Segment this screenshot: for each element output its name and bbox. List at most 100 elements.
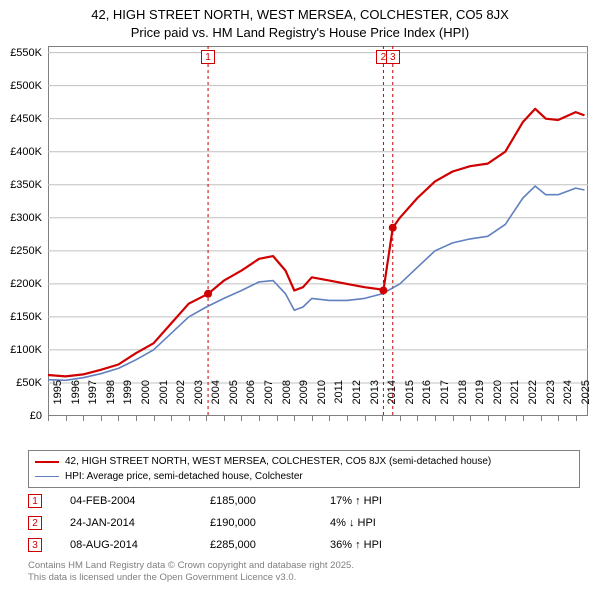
- x-tick-label: 2003: [193, 380, 205, 420]
- x-tick-label: 2025: [580, 380, 592, 420]
- x-tick: [382, 416, 383, 421]
- x-tick: [470, 416, 471, 421]
- x-tick: [48, 416, 49, 421]
- legend: 42, HIGH STREET NORTH, WEST MERSEA, COLC…: [28, 450, 580, 488]
- event-marker: 1: [201, 50, 215, 64]
- x-tick: [171, 416, 172, 421]
- x-tick-label: 2020: [492, 380, 504, 420]
- x-tick: [400, 416, 401, 421]
- sales-table: 1 04-FEB-2004£185,00017% ↑ HPI 2 24-JAN-201…: [28, 490, 450, 556]
- sales-index: 1: [28, 494, 42, 508]
- series-hpi: [48, 186, 585, 380]
- sales-delta: 4% ↓ HPI: [330, 517, 450, 529]
- y-tick-label: £500K: [0, 80, 42, 92]
- title-subtitle: Price paid vs. HM Land Registry's House …: [0, 24, 600, 42]
- attribution-line1: Contains HM Land Registry data © Crown c…: [28, 560, 354, 572]
- x-tick-label: 1998: [105, 380, 117, 420]
- x-tick-label: 2015: [404, 380, 416, 420]
- x-tick: [488, 416, 489, 421]
- y-tick-label: £150K: [0, 311, 42, 323]
- x-tick: [347, 416, 348, 421]
- x-tick-label: 2022: [527, 380, 539, 420]
- x-tick-label: 2021: [509, 380, 521, 420]
- x-tick: [224, 416, 225, 421]
- legend-row-hpi: HPI: Average price, semi-detached house,…: [35, 469, 573, 484]
- x-tick: [136, 416, 137, 421]
- x-tick-label: 1996: [70, 380, 82, 420]
- y-tick-label: £550K: [0, 47, 42, 59]
- x-tick: [523, 416, 524, 421]
- legend-row-property: 42, HIGH STREET NORTH, WEST MERSEA, COLC…: [35, 454, 573, 469]
- sales-row: 308-AUG-2014£285,00036% ↑ HPI: [28, 534, 450, 556]
- attribution-line2: This data is licensed under the Open Gov…: [28, 572, 354, 584]
- x-tick: [576, 416, 577, 421]
- x-tick-label: 1999: [122, 380, 134, 420]
- x-tick: [259, 416, 260, 421]
- sales-price: £185,000: [210, 495, 330, 507]
- y-tick-label: £300K: [0, 212, 42, 224]
- x-tick: [453, 416, 454, 421]
- x-tick: [294, 416, 295, 421]
- y-tick-label: £350K: [0, 179, 42, 191]
- y-tick-label: £400K: [0, 146, 42, 158]
- sales-date: 04-FEB-2004: [70, 495, 210, 507]
- x-tick: [206, 416, 207, 421]
- y-tick-label: £200K: [0, 278, 42, 290]
- x-tick: [154, 416, 155, 421]
- sales-row: 2 24-JAN-2014£190,0004% ↓ HPI: [28, 512, 450, 534]
- x-tick: [66, 416, 67, 421]
- y-tick-label: £250K: [0, 245, 42, 257]
- chart-svg: [48, 46, 588, 416]
- x-tick: [118, 416, 119, 421]
- x-tick-label: 2005: [228, 380, 240, 420]
- legend-swatch-hpi: [35, 476, 59, 477]
- x-tick: [435, 416, 436, 421]
- x-tick: [312, 416, 313, 421]
- x-tick: [101, 416, 102, 421]
- x-tick-label: 2014: [386, 380, 398, 420]
- chart-title: 42, HIGH STREET NORTH, WEST MERSEA, COLC…: [0, 0, 600, 41]
- x-tick-label: 2016: [421, 380, 433, 420]
- x-tick-label: 2024: [562, 380, 574, 420]
- x-tick-label: 2019: [474, 380, 486, 420]
- legend-swatch-property: [35, 461, 59, 463]
- x-tick-label: 2010: [316, 380, 328, 420]
- sales-price: £190,000: [210, 517, 330, 529]
- title-address: 42, HIGH STREET NORTH, WEST MERSEA, COLC…: [0, 6, 600, 24]
- x-tick: [329, 416, 330, 421]
- x-tick-label: 2007: [263, 380, 275, 420]
- sales-delta: 17% ↑ HPI: [330, 495, 450, 507]
- y-tick-label: £100K: [0, 344, 42, 356]
- x-tick-label: 2002: [175, 380, 187, 420]
- x-tick: [365, 416, 366, 421]
- plot-area: £0£50K£100K£150K£200K£250K£300K£350K£400…: [48, 46, 588, 416]
- x-tick-label: 2011: [333, 380, 345, 420]
- x-tick: [189, 416, 190, 421]
- x-tick-label: 2006: [245, 380, 257, 420]
- sales-date: 24-JAN-2014: [70, 517, 210, 529]
- event-marker: 3: [386, 50, 400, 64]
- y-tick-label: £450K: [0, 113, 42, 125]
- chart-container: 42, HIGH STREET NORTH, WEST MERSEA, COLC…: [0, 0, 600, 590]
- x-tick-label: 2023: [545, 380, 557, 420]
- x-tick-label: 2008: [281, 380, 293, 420]
- sales-index: 2: [28, 516, 42, 530]
- x-tick: [541, 416, 542, 421]
- x-tick: [277, 416, 278, 421]
- x-tick-label: 1997: [87, 380, 99, 420]
- sales-date: 08-AUG-2014: [70, 539, 210, 551]
- x-tick-label: 2004: [210, 380, 222, 420]
- legend-label-hpi: HPI: Average price, semi-detached house,…: [65, 469, 303, 484]
- sales-price: £285,000: [210, 539, 330, 551]
- x-tick-label: 2017: [439, 380, 451, 420]
- x-tick-label: 2013: [369, 380, 381, 420]
- sale-dot: [389, 224, 397, 232]
- x-tick: [241, 416, 242, 421]
- x-tick: [558, 416, 559, 421]
- legend-label-property: 42, HIGH STREET NORTH, WEST MERSEA, COLC…: [65, 454, 491, 469]
- sale-dot: [204, 290, 212, 298]
- x-tick-label: 2009: [298, 380, 310, 420]
- x-tick-label: 2000: [140, 380, 152, 420]
- series-property: [48, 109, 585, 377]
- x-tick: [417, 416, 418, 421]
